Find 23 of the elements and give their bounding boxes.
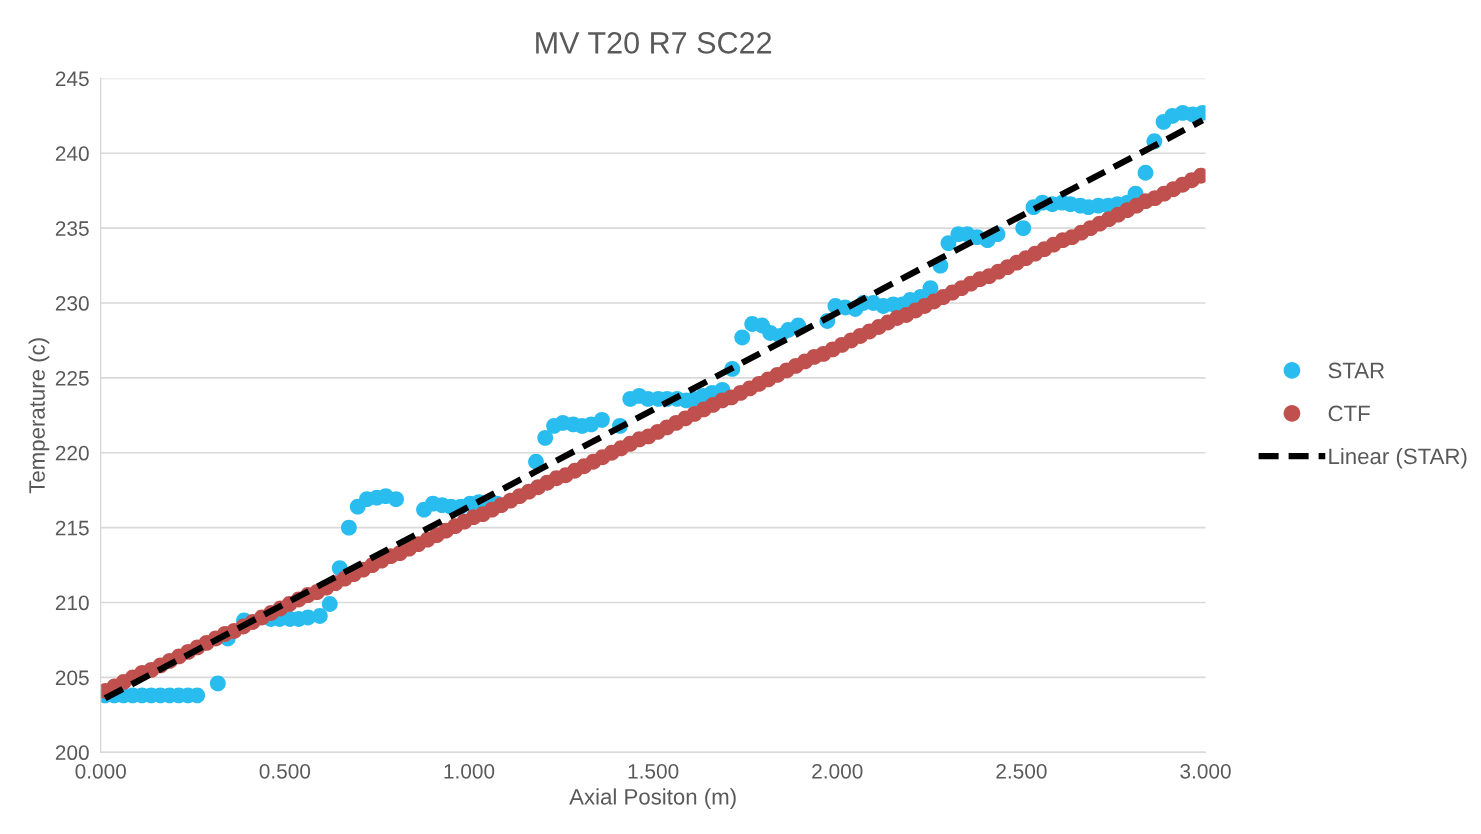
y-tick-label: 220 [55,445,89,461]
y-tick-label: 235 [55,221,89,236]
y-axis-title: Temperature (c) [28,338,50,494]
x-tick-label: 2.000 [812,763,863,779]
x-axis-title: Axial Positon (m) [569,788,736,810]
y-tick-label: 215 [55,520,89,536]
y-tick-label: 240 [55,146,89,162]
y-tick-label: 205 [55,670,89,686]
x-tick-label: 0.000 [75,763,126,779]
x-tick-label: 1.500 [628,763,679,779]
y-tick-label: 245 [55,71,89,87]
legend-label: STAR [1328,362,1385,379]
x-tick-label: 1.000 [444,763,495,779]
x-tick-label: 3.000 [1180,763,1231,779]
y-tick-label: 225 [55,370,89,386]
y-tick-label: 210 [55,595,89,611]
y-tick-label: 200 [55,745,89,761]
x-tick-label: 0.500 [259,763,311,779]
legend-label: CTF [1328,405,1370,422]
legend-label: Linear (STAR) [1329,447,1467,469]
x-tick-label: 2.500 [996,763,1047,779]
chart-title: MV T20 R7 SC22 [536,32,772,54]
y-tick-label: 230 [55,296,89,311]
